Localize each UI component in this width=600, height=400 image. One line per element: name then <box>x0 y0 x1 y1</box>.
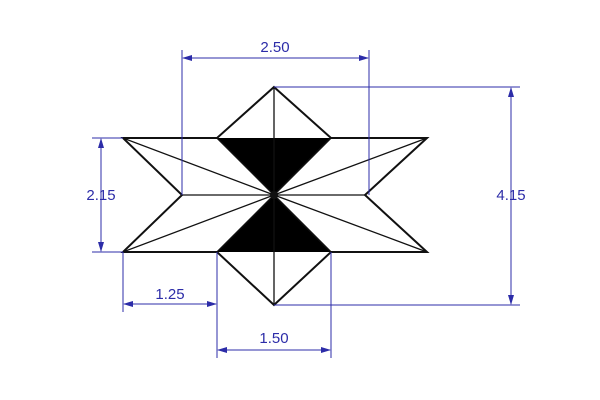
star-rays <box>122 87 428 305</box>
dimension-right-height: 4.15 <box>274 86 526 306</box>
dimension-bottom-left-offset: 1.25 <box>122 252 218 312</box>
dimension-label-right-height: 4.15 <box>496 187 525 204</box>
dimension-label-top-width: 2.50 <box>260 39 289 56</box>
dimension-left-height: 2.15 <box>86 137 123 253</box>
dimension-label-bottom-left-offset: 1.25 <box>155 286 184 303</box>
dimension-top-width: 2.50 <box>181 39 370 195</box>
six-point-star <box>120 85 430 307</box>
dimension-bottom-width: 1.50 <box>216 252 332 358</box>
dimension-label-left-height: 2.15 <box>86 187 115 204</box>
center-point <box>270 191 278 199</box>
dimension-label-bottom-width: 1.50 <box>259 330 288 347</box>
